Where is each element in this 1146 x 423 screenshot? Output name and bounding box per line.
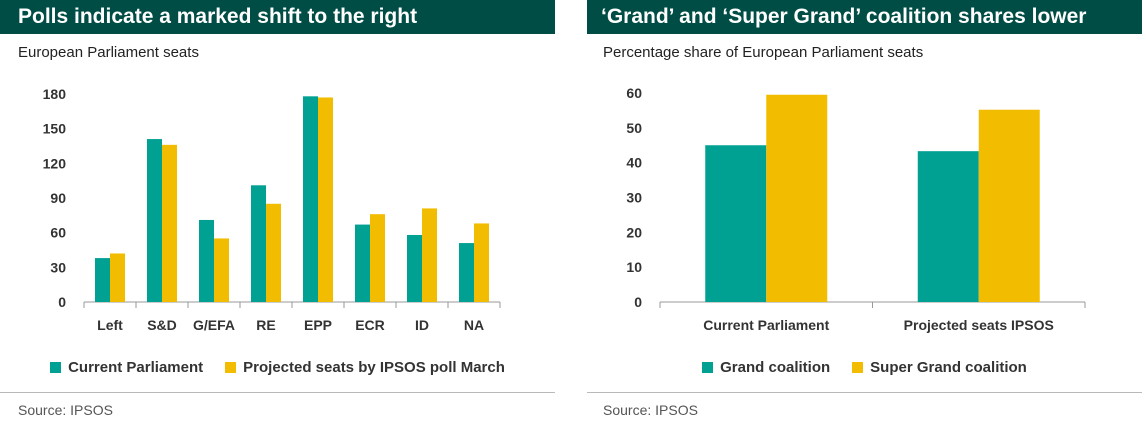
legend-label-grand: Grand coalition [720,359,831,376]
bar-series-2 [474,223,489,302]
legend-label-current: Current Parliament [68,359,204,376]
bar-series-1 [917,151,979,302]
bar-series-1 [303,96,318,302]
x-category-label: NA [464,317,484,333]
y-tick-label: 40 [626,155,642,171]
x-category-label: ECR [355,317,385,333]
x-category-label: EPP [304,317,332,333]
y-tick-label: 120 [43,155,67,171]
chart-panel-seats: Polls indicate a marked shift to the rig… [0,0,555,423]
bar-series-1 [355,224,370,302]
bar-series-1 [147,139,162,302]
legend-swatch-grand [702,362,714,373]
x-category-label: Left [97,317,123,333]
y-tick-label: 10 [626,259,642,275]
x-category-label: Current Parliament [703,317,829,333]
y-tick-label: 30 [50,259,66,275]
bar-series-1 [705,145,767,302]
legend-swatch-super-grand [852,362,864,373]
legend-label-super-grand: Super Grand coalition [870,359,1027,376]
bar-series-2 [370,214,385,302]
bar-series-2 [318,97,333,302]
legend-label-projected: Projected seats by IPSOS poll March [243,359,505,376]
y-tick-label: 30 [626,190,642,206]
bar-series-2 [422,208,437,302]
legend-item-projected: Projected seats by IPSOS poll March [225,359,505,376]
y-tick-label: 60 [50,225,66,241]
y-tick-label: 50 [626,120,642,136]
x-category-label: G/EFA [193,317,235,333]
bar-series-2 [978,109,1040,302]
legend-item-current: Current Parliament [50,359,203,376]
divider [587,392,1142,393]
divider [0,392,555,393]
y-tick-label: 180 [43,86,67,102]
bar-series-2 [110,253,125,302]
bar-series-1 [251,185,266,302]
bar-series-1 [459,243,474,302]
chart-panel-coalitions: ‘Grand’ and ‘Super Grand’ coalition shar… [587,0,1142,423]
y-tick-label: 150 [43,121,67,137]
x-category-label: S&D [147,317,177,333]
y-tick-label: 90 [50,190,66,206]
chart-title: ‘Grand’ and ‘Super Grand’ coalition shar… [587,0,1142,34]
legend-item-grand: Grand coalition [702,359,830,376]
source-note: Source: IPSOS [18,402,113,418]
bar-series-2 [266,203,281,302]
source-note: Source: IPSOS [603,402,698,418]
bar-series-1 [407,234,422,302]
bar-series-2 [766,94,828,302]
bar-series-1 [199,219,214,302]
x-category-label: Projected seats IPSOS [904,317,1054,333]
bar-series-1 [95,258,110,302]
y-tick-label: 20 [626,224,642,240]
x-category-label: RE [256,317,275,333]
legend-item-super-grand: Super Grand coalition [852,359,1027,376]
bar-chart-coalitions: 0 10 20 30 40 50 60 Current Parliament Projected… [626,85,1086,333]
chart-legend: Grand coalition Super Grand coalition [587,359,1142,376]
legend-swatch-current [50,362,62,373]
chart-title: Polls indicate a marked shift to the rig… [0,0,555,34]
bar-series-2 [214,238,229,302]
chart-subtitle: Percentage share of European Parliament … [603,44,924,61]
bar-series-2 [162,144,177,302]
x-category-label: ID [415,317,429,333]
bar-chart-seats: 0 30 60 90 120 150 180 Left S&D G/EFA RE EPP ECR ID NA [43,86,501,333]
legend-swatch-projected [225,362,237,373]
chart-legend: Current Parliament Projected seats by IP… [0,359,555,376]
y-tick-label: 60 [626,85,642,101]
y-tick-label: 0 [58,294,66,310]
y-tick-label: 0 [634,294,642,310]
chart-subtitle: European Parliament seats [18,44,199,61]
